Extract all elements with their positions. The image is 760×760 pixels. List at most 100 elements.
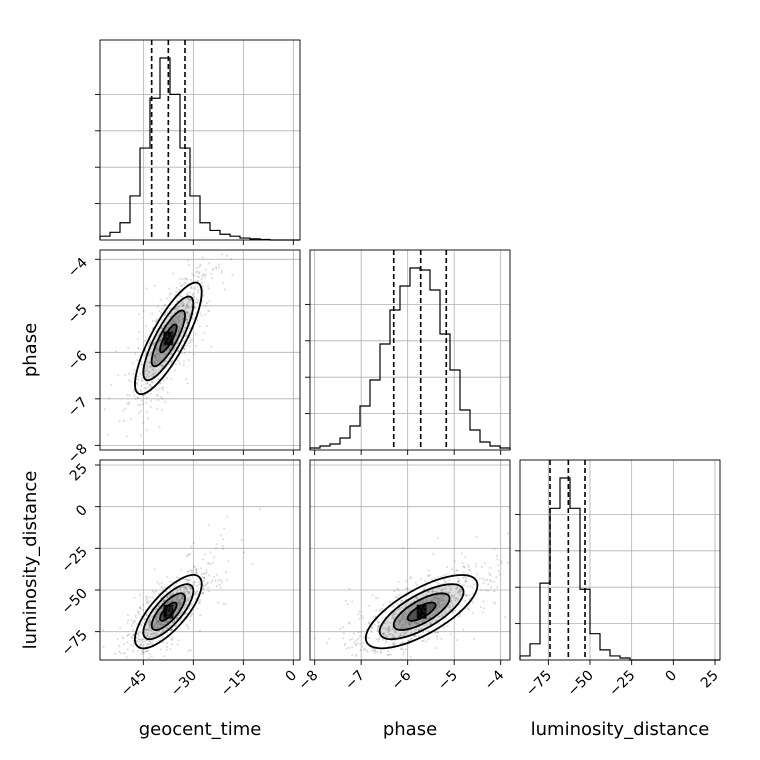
sample-point (205, 582, 208, 585)
sample-point (463, 584, 465, 587)
sample-point (155, 622, 157, 625)
sample-point (163, 616, 166, 619)
sample-point (169, 334, 171, 337)
sample-point (218, 266, 220, 269)
sample-point (338, 627, 341, 630)
sample-point (201, 339, 204, 342)
sample-point (402, 624, 405, 626)
sample-point (160, 348, 163, 350)
sample-point (129, 380, 132, 383)
sample-point (144, 618, 147, 621)
sample-point (392, 627, 395, 630)
sample-point (177, 316, 180, 319)
sample-point (202, 572, 205, 575)
sample-point (184, 326, 187, 329)
sample-point (456, 591, 459, 594)
sample-point (413, 634, 415, 637)
sample-point (170, 322, 173, 325)
sample-point (163, 330, 166, 333)
sample-point (157, 360, 160, 363)
sample-point (148, 361, 151, 364)
sample-point (190, 588, 193, 591)
sample-point (489, 579, 492, 582)
sample-point (161, 587, 164, 589)
sample-point (438, 599, 441, 602)
sample-point (398, 635, 401, 638)
sample-point (415, 614, 418, 617)
sample-point (177, 603, 180, 606)
sample-point (163, 304, 165, 307)
sample-point (151, 368, 154, 371)
sample-point (410, 621, 413, 624)
sample-point (186, 292, 189, 294)
sample-point (127, 633, 129, 636)
sample-point (386, 621, 389, 624)
x-axis-label-geocent-time: geocent_time (139, 719, 262, 740)
sample-point (408, 639, 411, 642)
sample-point (168, 337, 171, 340)
sample-point (162, 333, 165, 335)
sample-point (149, 405, 152, 408)
sample-point (373, 623, 376, 626)
sample-point (425, 623, 428, 626)
sample-point (180, 305, 183, 308)
sample-point (166, 596, 169, 599)
sample-point (382, 631, 385, 634)
sample-point (172, 327, 175, 329)
sample-point (177, 307, 179, 310)
sample-point (153, 284, 156, 287)
sample-point (198, 276, 201, 278)
sample-point (195, 271, 198, 274)
sample-point (133, 620, 136, 623)
sample-point (148, 623, 151, 626)
sample-point (441, 588, 444, 591)
sample-point (418, 609, 421, 612)
sample-point (348, 621, 351, 624)
sample-point (397, 580, 400, 583)
sample-point (175, 363, 177, 366)
x-tick-label: −45 (118, 668, 150, 700)
sample-point (475, 565, 477, 568)
sample-point (424, 606, 427, 609)
sample-point (419, 600, 422, 603)
sample-point (182, 590, 185, 593)
sample-point (192, 353, 195, 356)
sample-point (181, 597, 184, 600)
sample-point (146, 360, 148, 363)
sample-point (347, 646, 350, 649)
sample-point (149, 351, 152, 354)
sample-point (137, 631, 140, 634)
sample-point (437, 598, 440, 601)
sample-point (369, 626, 372, 629)
sample-point (454, 609, 457, 612)
sample-point (400, 627, 403, 629)
sample-point (471, 612, 474, 615)
sample-point (186, 579, 189, 582)
sample-point (177, 602, 180, 605)
sample-point (451, 612, 454, 615)
sample-point (206, 581, 209, 584)
sample-point (138, 613, 141, 616)
sample-point (435, 597, 438, 599)
x-axis-label-luminosity-distance: luminosity_distance (531, 719, 710, 740)
sample-point (416, 613, 419, 616)
sample-point (469, 585, 472, 588)
sample-point (180, 285, 183, 287)
sample-point (408, 616, 411, 619)
sample-point (155, 356, 158, 359)
sample-point (168, 625, 171, 628)
sample-point (420, 606, 423, 609)
sample-point (141, 638, 144, 641)
sample-point (404, 616, 407, 619)
sample-point (170, 638, 173, 641)
sample-point (429, 604, 432, 607)
sample-point (394, 612, 397, 615)
sample-point (151, 642, 154, 645)
sample-point (203, 584, 206, 587)
sample-point (414, 621, 417, 624)
sample-point (392, 642, 395, 645)
x-tick-label: −5 (435, 668, 461, 694)
sample-point (162, 343, 165, 345)
sample-point (169, 617, 172, 620)
sample-point (136, 384, 139, 387)
